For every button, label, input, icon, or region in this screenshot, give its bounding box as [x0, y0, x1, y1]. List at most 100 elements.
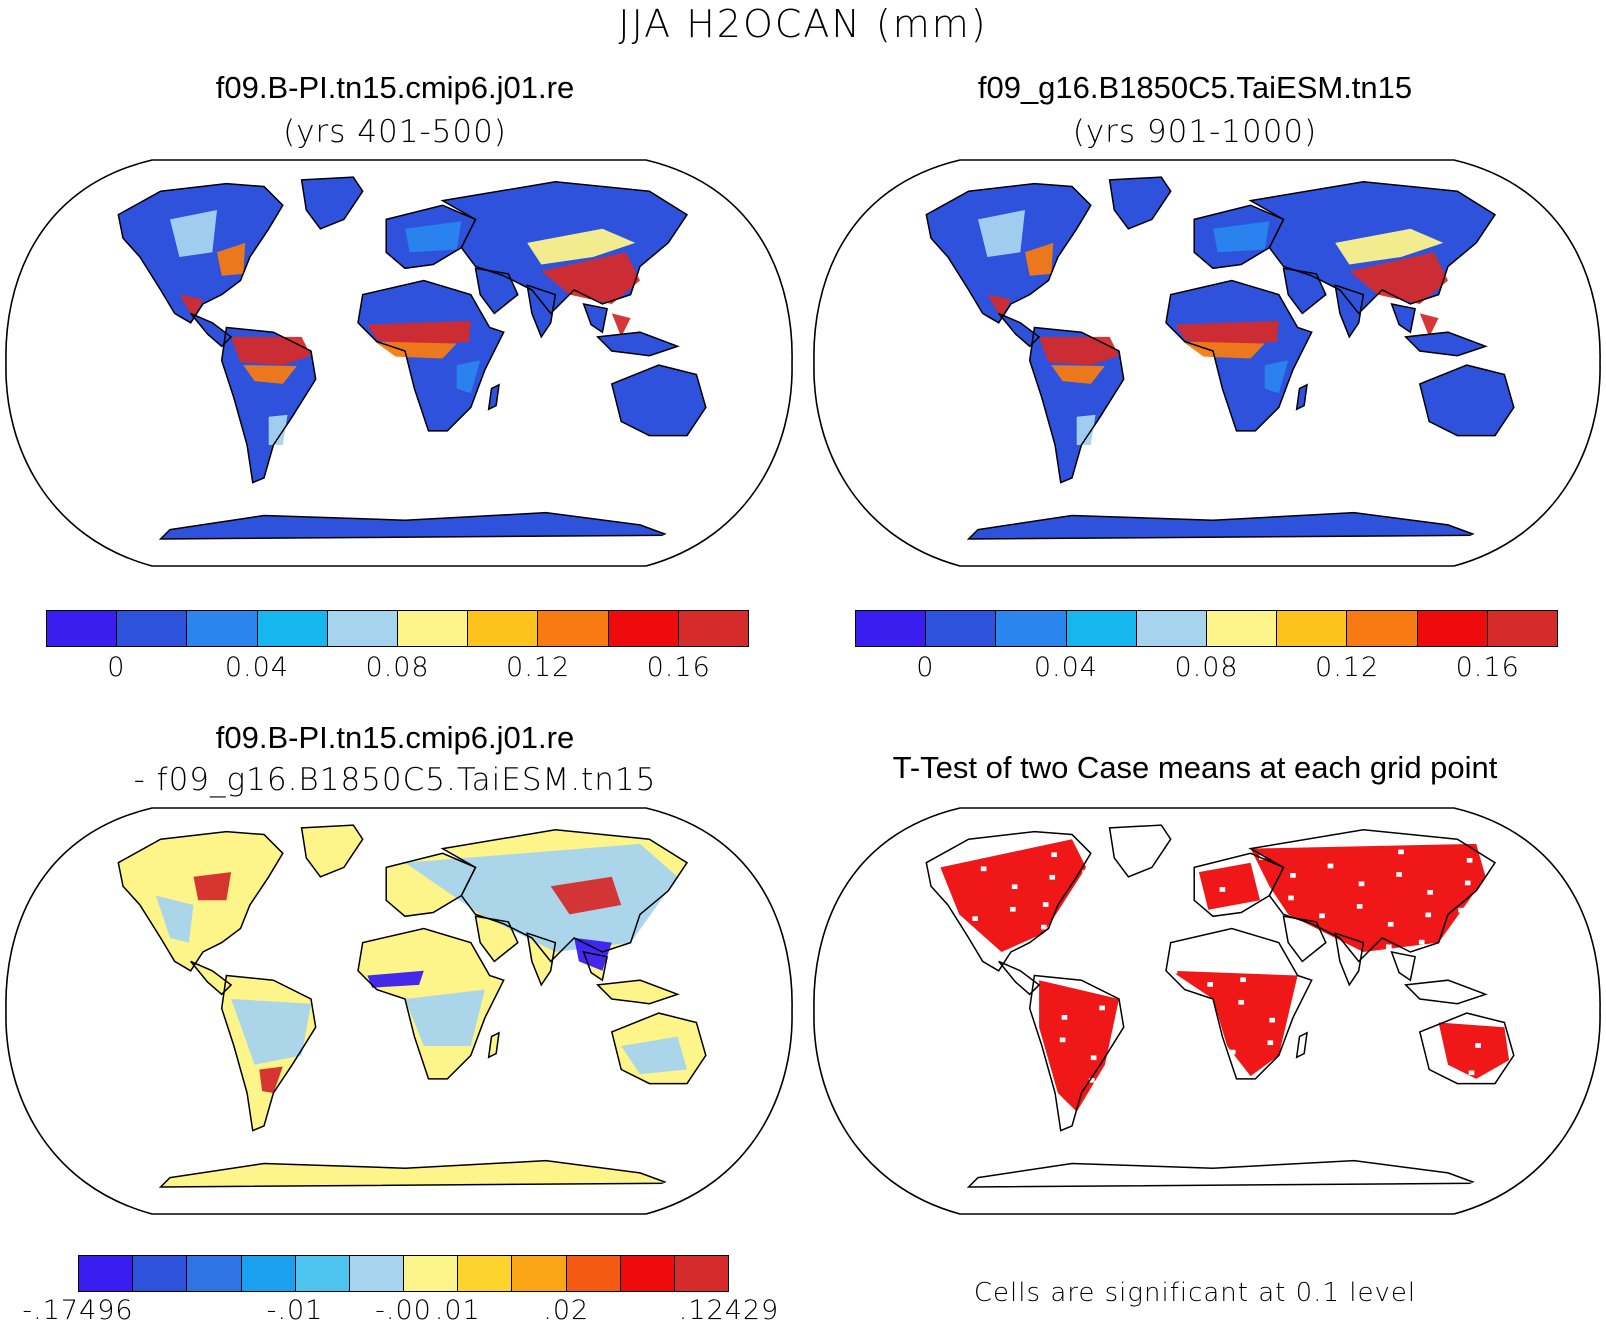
case1-subtitle: (yrs 401-500) — [283, 114, 507, 150]
nonsig-cell — [1188, 869, 1195, 874]
field-region — [193, 872, 232, 901]
field-region — [1264, 360, 1289, 394]
land-greenland — [301, 825, 363, 877]
land-greenland — [301, 177, 363, 229]
land-indonesia — [597, 332, 678, 356]
nonsig-cell — [1140, 951, 1147, 956]
nonsig-cell — [1238, 999, 1245, 1005]
colorbar-swatch — [1136, 611, 1208, 646]
coastline-europe — [385, 204, 477, 270]
nonsig-cell — [1190, 1081, 1197, 1087]
coastline-asia — [440, 181, 689, 315]
coastline-northAmerica — [925, 182, 1092, 324]
nonsig-cell — [1109, 933, 1116, 938]
nonsig-cell — [1171, 968, 1178, 974]
land-seAsia — [1391, 304, 1416, 333]
field-region — [1039, 980, 1119, 1112]
colorbar-swatch — [295, 1256, 350, 1291]
world-map-svg — [5, 159, 793, 567]
nonsig-cell — [1042, 902, 1049, 907]
field-region — [541, 252, 641, 304]
nonsig-cell — [1080, 892, 1087, 898]
case2-subtitle: (yrs 901-1000) — [1072, 114, 1318, 150]
field-region — [978, 210, 1025, 257]
land-greenland — [1109, 177, 1171, 229]
nonsig-cell — [1240, 977, 1246, 983]
nonsig-cell — [1051, 852, 1057, 858]
coastline-centralAm — [998, 312, 1041, 348]
field-region — [1438, 1022, 1510, 1079]
colorbar-swatch — [327, 611, 399, 646]
coastline-seAsia — [582, 951, 608, 982]
nonsig-cell — [1001, 956, 1008, 962]
nonsig-cell — [1049, 874, 1056, 880]
field-region — [1175, 320, 1279, 347]
colorbar-tick-label: 0.04 — [224, 652, 289, 683]
nonsig-cell — [1356, 904, 1363, 909]
nonsig-cell — [972, 916, 978, 921]
nonsig-cell — [1406, 1034, 1413, 1040]
field-region — [1182, 341, 1265, 359]
case1-title: f09.B-PI.tn15.cmip6.j01.re — [215, 70, 575, 105]
colorbar-swatch — [257, 611, 328, 646]
nonsig-cell — [1088, 1077, 1095, 1083]
nonsig-cell — [1416, 962, 1423, 968]
field-region — [405, 989, 485, 1046]
land-australia — [611, 365, 706, 436]
coastline-greenland — [300, 824, 364, 878]
nonsig-cell — [1198, 1031, 1205, 1037]
coastline-europe — [385, 852, 477, 918]
coastline-africa — [1165, 279, 1313, 432]
land-antarctica — [160, 1160, 669, 1187]
coastline-madagascar — [1295, 1031, 1308, 1059]
diff-colorbar-labels: -.17496 -.01 -.00.01 .02 .12429 — [22, 1295, 778, 1331]
figure-title: JJA H2OCAN (mm) — [618, 2, 988, 46]
land-australia — [1419, 365, 1514, 436]
nonsig-cell — [1346, 976, 1353, 982]
nonsig-cell — [1466, 858, 1473, 863]
nonsig-cell — [1288, 895, 1294, 901]
nonsig-cell — [1267, 1040, 1274, 1046]
land-india — [1335, 285, 1364, 337]
coastline-arabia — [1282, 915, 1327, 963]
colorbar-tick-label: 0.08 — [365, 652, 430, 683]
colorbar-swatch — [566, 1256, 621, 1291]
nonsig-cell — [993, 1006, 999, 1012]
colorbar-swatch — [1277, 611, 1348, 646]
nonsig-cell — [1497, 875, 1504, 881]
field-region — [268, 414, 288, 446]
coastline-australia — [610, 1012, 707, 1085]
colorbar-swatch — [117, 611, 188, 646]
field-region — [1213, 221, 1270, 253]
nonsig-cell — [1487, 948, 1494, 953]
colorbar-tick-label: 0.04 — [1033, 652, 1098, 683]
colorbar-swatch — [133, 1256, 188, 1291]
coastline-india — [526, 284, 557, 339]
colorbar-swatch — [1417, 611, 1488, 646]
colorbar-swatch — [404, 1256, 459, 1291]
land-seAsia — [1391, 952, 1416, 981]
nonsig-cell — [1308, 985, 1315, 991]
field-region — [987, 294, 1011, 319]
land-centralAm — [998, 313, 1040, 347]
field-region — [367, 320, 471, 347]
colorbar-tick-label: 0.16 — [646, 652, 711, 683]
nonsig-cell — [1099, 1005, 1105, 1011]
land-centralAm — [998, 961, 1040, 995]
coastline-indonesia — [1404, 331, 1488, 357]
nonsig-cell — [982, 1078, 989, 1084]
nonsig-cell — [1296, 1080, 1303, 1086]
nonsig-cell — [1111, 910, 1118, 916]
field-region — [170, 210, 218, 257]
colorbar-swatch — [349, 1256, 405, 1291]
diff-title: f09.B-PI.tn15.cmip6.j01.re — [215, 720, 575, 755]
colorbar-swatch — [47, 611, 118, 646]
nonsig-cell — [1209, 959, 1215, 965]
nonsig-cell — [1149, 901, 1155, 906]
coastline-centralAm — [998, 960, 1041, 996]
coastline-centralAm — [190, 312, 233, 348]
nonsig-cell — [1458, 907, 1464, 913]
field-region — [1335, 228, 1444, 265]
nonsig-cell — [1338, 1026, 1344, 1031]
nonsig-cell — [1339, 1003, 1346, 1009]
